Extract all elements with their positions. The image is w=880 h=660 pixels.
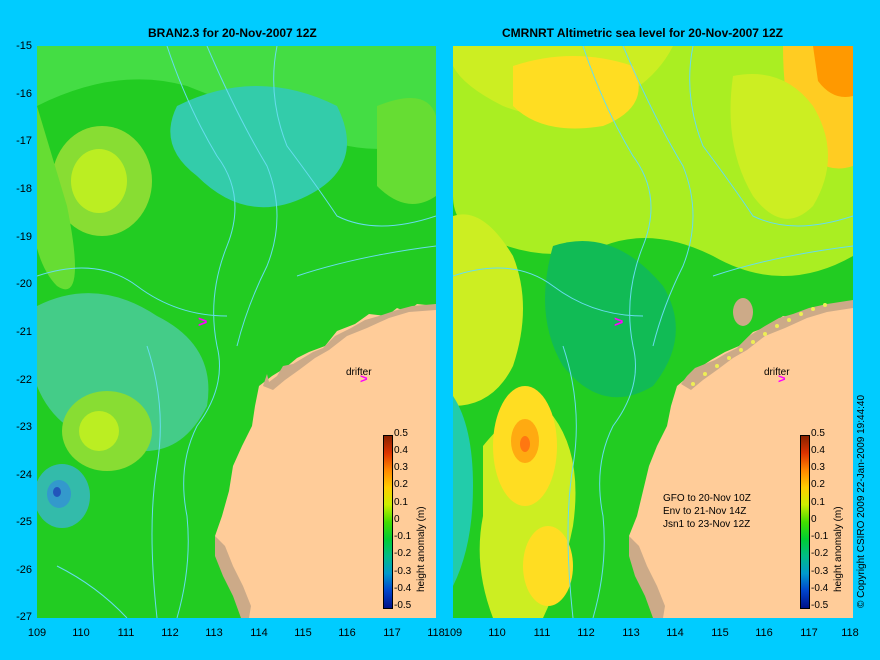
left-map-svg: > — [37, 46, 436, 618]
colorbar-tick: 0.2 — [394, 479, 408, 490]
colorbar-tick: 0.1 — [811, 497, 825, 508]
left-colorbar — [383, 435, 393, 609]
lat-tick: -21 — [16, 326, 32, 338]
lon-tick: 113 — [622, 627, 640, 639]
lat-tick: -27 — [16, 611, 32, 623]
right-map-title: CMRNRT Altimetric sea level for 20-Nov-2… — [502, 26, 783, 40]
colorbar-tick: 0.1 — [394, 497, 408, 508]
colorbar-tick: 0.3 — [394, 462, 408, 473]
satellite-note: Env to 21-Nov 14Z — [663, 506, 747, 517]
colorbar-tick: 0 — [811, 514, 817, 525]
left-drifter-label: drifter — [346, 367, 372, 378]
lon-tick: 111 — [117, 627, 135, 639]
colorbar-tick: -0.2 — [811, 548, 829, 559]
lon-tick: 113 — [205, 627, 223, 639]
lon-tick: 112 — [577, 627, 595, 639]
lat-tick: -20 — [16, 278, 32, 290]
right-map-panel: > — [453, 46, 853, 618]
right-drifter-end-arrow: > — [778, 371, 786, 386]
satellite-note: Jsn1 to 23-Nov 12Z — [663, 519, 751, 530]
lon-tick: 117 — [383, 627, 401, 639]
left-map-title: BRAN2.3 for 20-Nov-2007 12Z — [148, 26, 317, 40]
lon-tick: 112 — [161, 627, 179, 639]
left-drifter-arrow: > — [198, 314, 207, 331]
lon-tick: 111 — [533, 627, 551, 639]
satellite-note: GFO to 20-Nov 10Z — [663, 493, 751, 504]
colorbar-tick: 0 — [394, 514, 400, 525]
satellite-notes: GFO to 20-Nov 10Z Env to 21-Nov 14Z Jsn1… — [663, 492, 751, 531]
colorbar-tick: -0.1 — [394, 531, 412, 542]
lon-tick: 109 — [27, 627, 47, 639]
colorbar-tick: -0.5 — [811, 600, 829, 611]
lon-tick: 118 — [427, 627, 445, 639]
lon-tick: 118 — [841, 627, 859, 639]
lon-tick: 115 — [294, 627, 312, 639]
colorbar-tick: -0.4 — [394, 583, 412, 594]
lon-tick: 116 — [338, 627, 356, 639]
lon-tick: 115 — [711, 627, 729, 639]
copyright-text: © Copyright CSIRO 2009 22-Jan-2009 19:44… — [856, 394, 867, 608]
right-map-svg: > — [453, 46, 853, 618]
colorbar-tick: -0.4 — [811, 583, 829, 594]
lat-tick: -23 — [16, 421, 32, 433]
lat-tick: -18 — [16, 183, 32, 195]
lat-tick: -24 — [16, 469, 32, 481]
left-map-panel: > — [37, 46, 436, 618]
colorbar-title: height anomaly (m) — [833, 506, 844, 592]
lon-tick: 117 — [800, 627, 818, 639]
lon-tick: 109 — [443, 627, 463, 639]
lat-tick: -25 — [16, 516, 32, 528]
lon-tick: 114 — [666, 627, 684, 639]
colorbar-tick: 0.5 — [394, 428, 408, 439]
colorbar-tick: -0.3 — [811, 566, 829, 577]
lon-tick: 110 — [72, 627, 90, 639]
lon-tick: 116 — [755, 627, 773, 639]
lon-tick: 114 — [250, 627, 268, 639]
colorbar-tick: -0.2 — [394, 548, 412, 559]
lat-tick: -19 — [16, 231, 32, 243]
colorbar-tick: -0.5 — [394, 600, 412, 611]
colorbar-title: height anomaly (m) — [416, 506, 427, 592]
right-drifter-label: drifter — [764, 367, 790, 378]
colorbar-tick: -0.3 — [394, 566, 412, 577]
lat-tick: -26 — [16, 564, 32, 576]
colorbar-tick: 0.4 — [811, 445, 825, 456]
colorbar-tick: -0.1 — [811, 531, 829, 542]
left-drifter-end-arrow: > — [360, 371, 368, 386]
lon-tick: 110 — [488, 627, 506, 639]
lat-tick: -15 — [16, 40, 32, 52]
colorbar-tick: 0.5 — [811, 428, 825, 439]
lat-tick: -17 — [16, 135, 32, 147]
right-drifter-arrow: > — [614, 314, 623, 331]
colorbar-tick: 0.2 — [811, 479, 825, 490]
lat-tick: -16 — [16, 88, 32, 100]
colorbar-tick: 0.4 — [394, 445, 408, 456]
lat-tick: -22 — [16, 374, 32, 386]
colorbar-tick: 0.3 — [811, 462, 825, 473]
right-colorbar — [800, 435, 810, 609]
